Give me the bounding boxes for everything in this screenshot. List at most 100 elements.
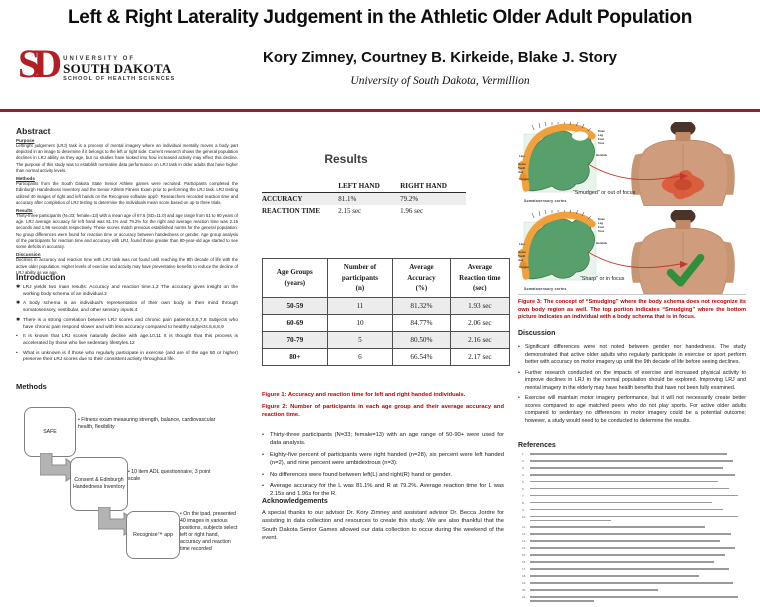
discussion-bullet: • Significant differences were not noted …: [518, 344, 746, 367]
cortex-label-tongue: Tongue: [519, 177, 529, 181]
usd-logo: SD UNIVERSITY OF SOUTH DAKOTA SCHOOL OF …: [18, 41, 175, 86]
table-cell: ACCURACY: [262, 195, 303, 203]
reference-text: [530, 515, 744, 524]
reference-item: 10.: [522, 514, 744, 524]
bullet-marker: ✱: [16, 285, 21, 290]
introduction-heading: Introduction: [16, 272, 66, 282]
cortex-label-genitals: Genitals: [596, 153, 608, 157]
results-bullet: • Average accuracy for the L was 81.1% an…: [262, 482, 504, 499]
methods-heading: Methods: [16, 382, 47, 391]
bullet-marker: •: [16, 350, 18, 356]
reference-number: 12.: [522, 532, 527, 537]
abstract-body: Purpose Left/right judgement (LRJ) task i…: [16, 138, 238, 276]
reference-number: 17.: [522, 567, 527, 572]
abstract-paragraph: Left/right judgement (LRJ) task is a pro…: [16, 143, 238, 173]
figure2-caption: Figure 2: Number of participants in each…: [262, 404, 504, 418]
smudged-label: “Smudged” or out of focus: [573, 190, 636, 196]
introduction-bullet: ✱ A body schema is an individual's repres…: [16, 301, 238, 314]
poster-title: Left & Right Laterality Judgement in the…: [67, 7, 693, 28]
reference-text: [530, 568, 744, 572]
bullet-text: It is known that LRJ scores naturally de…: [23, 334, 238, 346]
table-row: 50-59 11 81.32% 1.93 sec: [262, 296, 511, 315]
bullet-text: There is a strong correlation between LR…: [23, 317, 238, 330]
reference-line: [530, 554, 725, 556]
red-connector-line: [587, 163, 688, 181]
discussion-bullets: • Significant differences were not noted …: [518, 341, 746, 428]
reference-item: 19.: [522, 582, 744, 586]
abstract-subheading: Results: [16, 207, 33, 213]
reference-line: [530, 568, 730, 570]
table-header-cell: RIGHT HAND: [400, 180, 466, 193]
reference-item: 15.: [522, 554, 744, 558]
reference-number: 7.: [522, 493, 525, 498]
discussion-bullet: • Further research conducted on the impac…: [518, 370, 746, 393]
table-header-cell: Age Groups (years): [262, 258, 328, 298]
cortex-label-limbs: Knee Leg Foot Toes: [598, 217, 605, 233]
usd-monogram-icon: SD: [18, 41, 62, 86]
reference-text: [530, 473, 744, 478]
reference-item: 11.: [522, 526, 744, 530]
table-cell: 60-69: [262, 313, 328, 332]
bullet-text: Significant differences were not noted b…: [525, 344, 746, 366]
table-cell: 81.32%: [392, 296, 451, 315]
reference-item: 6.: [522, 487, 744, 492]
reference-line: [530, 599, 595, 602]
figure3-caption: Figure 3: The concept of “Smudging” wher…: [518, 299, 746, 321]
table-header-row: Age Groups (years) Number of participants…: [262, 258, 511, 298]
abstract-section: Abstract Purpose Left/right judgement (LR…: [16, 126, 238, 278]
poster: Left & Right Laterality Judgement in the…: [0, 0, 760, 570]
bullet-text: Eighty-five percent of participants were…: [270, 451, 504, 467]
flow-note-recognise: On the ipad, presented 40 images in vari…: [180, 511, 238, 553]
table-cell: 50-59: [262, 296, 328, 315]
usd-logo-text: UNIVERSITY OF SOUTH DAKOTA SCHOOL OF HEA…: [63, 47, 175, 82]
red-connector-line: [587, 251, 688, 269]
reference-item: 8.: [522, 501, 744, 506]
table-cell: 81.1%: [338, 195, 357, 203]
age-group-table: Age Groups (years) Number of participants…: [262, 258, 511, 366]
somatosensory-cortex-diagram: [518, 210, 597, 281]
reference-line: [530, 501, 712, 504]
table-row: REACTION TIME 2.15 sec 1.96 sec: [262, 205, 466, 217]
table-cell: 11: [326, 296, 394, 315]
reference-item: 4.: [522, 472, 744, 478]
reference-line: [530, 582, 734, 584]
abstract-subheading: Methods: [16, 176, 35, 182]
table-cell: 2.06 sec: [449, 313, 511, 332]
reference-item: 18.: [522, 575, 744, 579]
table-cell: 70-79: [262, 330, 328, 349]
reference-text: [530, 494, 744, 499]
acknowledgements-heading: Acknowledgements: [262, 498, 328, 505]
methods-flowchart: SAFE Fitness exam measuring strength, ba…: [16, 393, 238, 581]
flow-box-recognise: Recognise™ app: [126, 511, 180, 559]
table-cell: 1.96 sec: [400, 207, 424, 215]
reference-item: 16.: [522, 561, 744, 565]
abstract-heading: Abstract: [16, 126, 51, 136]
table-cell: 2.16 sec: [449, 330, 511, 349]
reference-number: 13.: [522, 539, 527, 544]
reference-text: [530, 540, 744, 544]
reference-text: [530, 453, 744, 457]
reference-text: [530, 582, 744, 586]
table-row: 70-79 5 80.50% 2.16 sec: [262, 330, 511, 349]
cortex-label-lips: Lips: [519, 154, 525, 158]
reference-number: 10.: [522, 514, 527, 519]
table-header-row: LEFT HAND RIGHT HAND: [262, 180, 466, 193]
reference-line: [530, 547, 736, 549]
back-sharp-image: [631, 210, 735, 294]
reference-item: 21.: [522, 596, 744, 604]
reference-line: [530, 466, 723, 469]
abstract-paragraph: Declines in accuracy and reaction time w…: [16, 257, 238, 275]
reference-text: [530, 480, 744, 485]
reference-item: 13.: [522, 540, 744, 544]
reference-line: [530, 575, 700, 577]
reference-number: 4.: [522, 472, 525, 477]
reference-item: 14.: [522, 547, 744, 551]
bullet-text: What is unknown is if those who regularl…: [23, 350, 238, 363]
reference-text: [530, 561, 744, 565]
results-heading: Results: [324, 152, 368, 166]
bullet-marker: •: [518, 344, 520, 350]
reference-line: [530, 453, 727, 455]
abstract-subheading: Discussion: [16, 252, 41, 258]
results-bullet: • No differences were found between left(…: [262, 471, 504, 479]
table-cell: 6: [326, 347, 394, 366]
